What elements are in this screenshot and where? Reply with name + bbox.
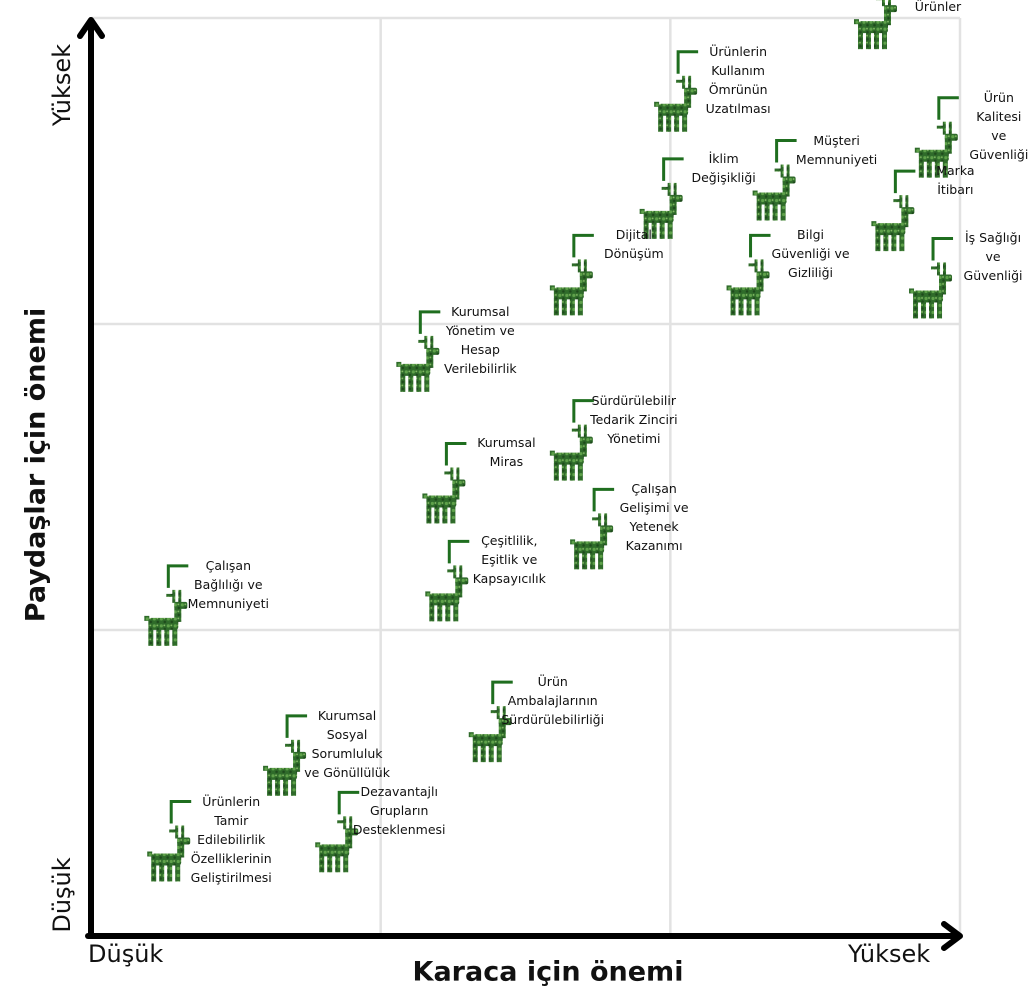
point-label: Marka İtibarı <box>936 163 975 198</box>
leader-line <box>169 800 192 824</box>
deer-icon <box>871 195 915 252</box>
point-label: İş Sağlığı ve Güvenliği <box>963 230 1023 284</box>
point-label: Bilgi Güvenliği ve Gizliliği <box>771 227 850 281</box>
leader-line <box>931 236 954 261</box>
deer-icon <box>909 262 953 319</box>
point-label: Ürün Ambalajlarının Sürdürülebilirliği <box>501 674 605 728</box>
point-label: Akıllı ve İnovatif Ürünler <box>914 0 962 15</box>
leader-line <box>893 169 916 194</box>
deer-icon <box>570 513 614 570</box>
deer-icon <box>422 467 466 524</box>
point-label: İklim Değişikliği <box>691 150 756 185</box>
deer-icon <box>639 182 683 239</box>
point-label: Kurumsal Sosyal Sorumluluk ve Gönüllülük <box>304 707 390 780</box>
leader-line <box>937 96 959 120</box>
data-point <box>396 310 441 392</box>
point-label: Dezavantajlı Grupların Desteklenmesi <box>352 784 446 838</box>
y-axis-low-label: Düşük <box>48 857 76 933</box>
point-label: Ürünlerin Kullanım Ömrünün Uzatılması <box>705 43 771 116</box>
data-point <box>654 50 699 132</box>
leader-line <box>444 441 467 466</box>
leader-line <box>572 399 594 423</box>
leader-line <box>676 50 699 74</box>
deer-icon <box>468 706 512 763</box>
leader-line <box>285 714 308 738</box>
deer-icon <box>752 164 796 221</box>
x-axis-low-label: Düşük <box>88 940 164 968</box>
data-point <box>422 441 467 524</box>
y-axis-title: Paydaşlar için önemi <box>20 307 52 623</box>
deer-icon <box>315 816 359 873</box>
x-axis-high-label: Yüksek <box>848 940 931 968</box>
deer-icon <box>914 121 958 178</box>
grid <box>91 16 962 936</box>
data-point <box>853 0 897 50</box>
data-points <box>144 0 959 882</box>
point-label: Çalışan Gelişimi ve Yetenek Kazanımı <box>619 481 689 554</box>
deer-icon <box>147 825 191 882</box>
leader-line <box>447 539 470 564</box>
data-point <box>468 680 513 763</box>
data-point <box>871 169 916 252</box>
data-point <box>147 800 192 882</box>
point-label: Sürdürülebilir Tedarik Zinciri Yönetimi <box>590 392 678 446</box>
leader-line <box>166 564 189 588</box>
point-label: Kurumsal Miras <box>477 435 536 470</box>
deer-icon <box>396 335 440 392</box>
leader-line <box>775 139 797 163</box>
point-label: Ürün Kalitesi ve Güvenliği <box>969 89 1029 162</box>
data-point <box>909 236 954 319</box>
leader-line <box>662 157 684 181</box>
leader-line <box>592 487 615 512</box>
y-axis-high-label: Yüksek <box>48 43 76 127</box>
deer-icon <box>726 259 770 316</box>
deer-icon <box>425 565 469 622</box>
leader-line <box>749 233 771 258</box>
data-point <box>315 790 360 873</box>
leader-line <box>491 680 513 705</box>
x-axis-title: Karaca için önemi <box>412 956 684 988</box>
deer-icon <box>144 589 188 646</box>
point-label: Müşteri Memnuniyeti <box>795 132 878 167</box>
data-point <box>914 96 959 178</box>
deer-icon <box>853 0 897 50</box>
point-label: Çalışan Bağlılığı ve Memnuniyeti <box>187 557 269 611</box>
data-point <box>570 487 615 570</box>
point-label: Ürünlerin Tamir Edilebilirlik Özellikler… <box>190 793 272 885</box>
data-point <box>263 714 308 796</box>
leader-line <box>418 310 441 334</box>
deer-icon <box>263 739 307 796</box>
data-point <box>549 233 594 316</box>
data-point <box>425 539 470 622</box>
data-point <box>144 564 189 646</box>
deer-icon <box>549 259 593 316</box>
point-label: Dijital Dönüşüm <box>603 227 664 262</box>
data-point <box>549 399 594 481</box>
data-point <box>726 233 771 316</box>
data-point <box>752 139 797 221</box>
point-label: Kurumsal Yönetim ve Hesap Verilebilirlik <box>443 303 517 376</box>
deer-icon <box>654 75 698 132</box>
point-label: Çeşitlilik, Eşitlik ve Kapsayıcılık <box>472 533 546 587</box>
leader-line <box>337 790 360 815</box>
axes <box>77 17 963 951</box>
data-point <box>639 157 684 239</box>
deer-icon <box>549 424 593 481</box>
leader-line <box>572 233 594 258</box>
y-axis-arrow <box>77 17 105 39</box>
x-axis-arrow <box>941 921 963 951</box>
